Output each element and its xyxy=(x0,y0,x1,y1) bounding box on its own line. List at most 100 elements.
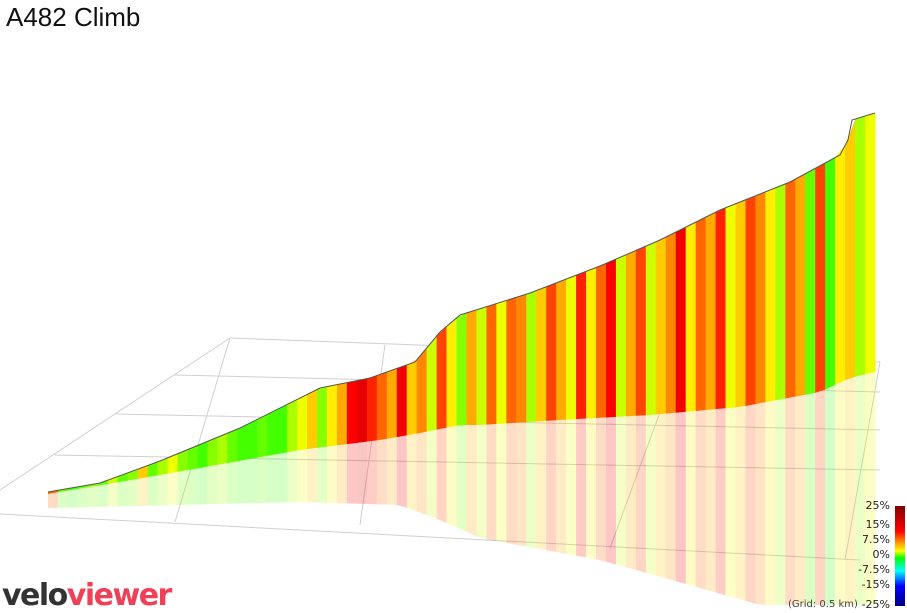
grade-segment xyxy=(297,394,308,451)
grade-segment xyxy=(87,483,99,488)
grade-segment-reflection xyxy=(406,433,418,512)
grade-segment xyxy=(346,380,358,445)
chart-title: A482 Climb xyxy=(6,2,141,32)
grade-segment-reflection xyxy=(655,413,667,579)
scale-tick: 7.5% xyxy=(862,533,890,546)
grade-segment xyxy=(366,375,378,442)
grade-segment xyxy=(287,399,298,453)
grade-segment xyxy=(825,157,836,390)
grade-segment xyxy=(476,306,487,425)
profile-top-edge xyxy=(47,112,876,493)
grade-segment xyxy=(745,195,756,406)
grade-segment xyxy=(57,488,69,493)
scale-tick: -15% xyxy=(861,578,890,591)
grade-segment-reflection xyxy=(227,461,238,504)
grade-segment xyxy=(257,414,268,458)
grade-segment xyxy=(197,441,208,469)
scale-tick: 25% xyxy=(865,499,890,512)
grade-segment-reflection xyxy=(576,418,587,558)
grade-segment-reflection xyxy=(755,402,766,605)
grade-segment xyxy=(307,389,318,450)
grade-segment xyxy=(526,290,537,423)
grade-segment-reflection xyxy=(436,427,448,524)
grade-segment xyxy=(665,231,677,414)
grade-segment xyxy=(486,303,497,425)
grade-segment xyxy=(317,386,328,448)
grade-segment-reflection xyxy=(805,392,816,605)
grade-segment xyxy=(516,294,527,423)
grade-segment-reflection xyxy=(775,398,786,605)
grid-line xyxy=(844,361,881,561)
grade-segment-reflection xyxy=(247,457,258,504)
logo-part: viewer xyxy=(66,578,173,613)
grade-segment-reflection xyxy=(635,415,647,573)
grade-segment-reflection xyxy=(356,441,368,505)
grade-segment-reflection xyxy=(865,372,876,605)
grade-segment-reflection xyxy=(187,468,198,505)
grade-segment-reflection xyxy=(835,380,846,605)
grade-segment xyxy=(695,216,707,411)
grade-segment xyxy=(685,221,697,412)
grade-segment-reflection xyxy=(87,485,99,508)
scale-tick: 15% xyxy=(865,518,890,531)
grade-segment-reflection xyxy=(446,425,458,528)
grade-segment xyxy=(506,297,517,424)
grade-segment xyxy=(277,404,288,455)
grade-segment-reflection xyxy=(596,417,607,562)
grade-segment-reflection xyxy=(177,470,188,506)
grade-segment-reflection xyxy=(97,483,109,507)
color-scale-bar xyxy=(895,506,905,606)
grade-segment xyxy=(755,191,766,405)
scale-tick: 0% xyxy=(872,548,890,561)
profile-reflection xyxy=(48,372,876,605)
grade-segment xyxy=(267,409,278,456)
grade-segment xyxy=(725,203,737,409)
grade-segment xyxy=(556,278,567,421)
grade-segment-reflection xyxy=(117,480,129,507)
grade-segment-reflection xyxy=(48,492,59,508)
grade-segment-reflection xyxy=(725,407,737,599)
grade-segment-reflection xyxy=(665,412,677,582)
grade-segment-reflection xyxy=(237,459,248,504)
grade-segment-reflection xyxy=(735,405,746,602)
grade-segment-reflection xyxy=(685,410,697,587)
grade-segment xyxy=(237,424,248,462)
grade-segment-reflection xyxy=(586,417,597,560)
veloviewer-logo[interactable]: veloviewer xyxy=(2,578,173,613)
grid-note: (Grid: 0.5 km) xyxy=(788,599,858,610)
grade-segment xyxy=(536,286,547,422)
grade-segment-reflection xyxy=(456,425,467,533)
grade-segment xyxy=(187,445,198,471)
grade-segment xyxy=(406,359,418,436)
grade-segment-reflection xyxy=(127,478,139,507)
grade-segment-reflection xyxy=(645,414,657,576)
grade-segment-reflection xyxy=(765,400,776,605)
grade-segment xyxy=(147,461,159,478)
grade-segment xyxy=(426,335,438,432)
profile-wall xyxy=(48,113,876,494)
grade-segment-reflection xyxy=(157,473,169,506)
grade-segment xyxy=(785,178,796,399)
grade-segment xyxy=(635,245,647,416)
grade-segment xyxy=(855,115,866,377)
grade-segment-reflection xyxy=(346,442,358,504)
grade-segment xyxy=(615,254,627,417)
grade-segment-reflection xyxy=(715,408,727,596)
grade-segment xyxy=(207,437,218,467)
grade-segment xyxy=(805,168,816,395)
grade-segment-reflection xyxy=(287,450,298,503)
grade-segment xyxy=(356,378,368,443)
grade-segment-reflection xyxy=(416,431,428,516)
grade-segment-reflection xyxy=(516,422,527,547)
grade-segment xyxy=(466,309,477,425)
grade-segment-reflection xyxy=(526,421,537,549)
grade-segment xyxy=(336,382,348,446)
grade-segment-reflection xyxy=(625,415,637,571)
grade-segment-reflection xyxy=(386,436,398,505)
grade-segment-reflection xyxy=(396,435,408,508)
grade-segment xyxy=(107,476,119,485)
grade-segment xyxy=(446,317,458,428)
grade-segment xyxy=(586,267,597,419)
grade-segment-reflection xyxy=(267,454,278,503)
